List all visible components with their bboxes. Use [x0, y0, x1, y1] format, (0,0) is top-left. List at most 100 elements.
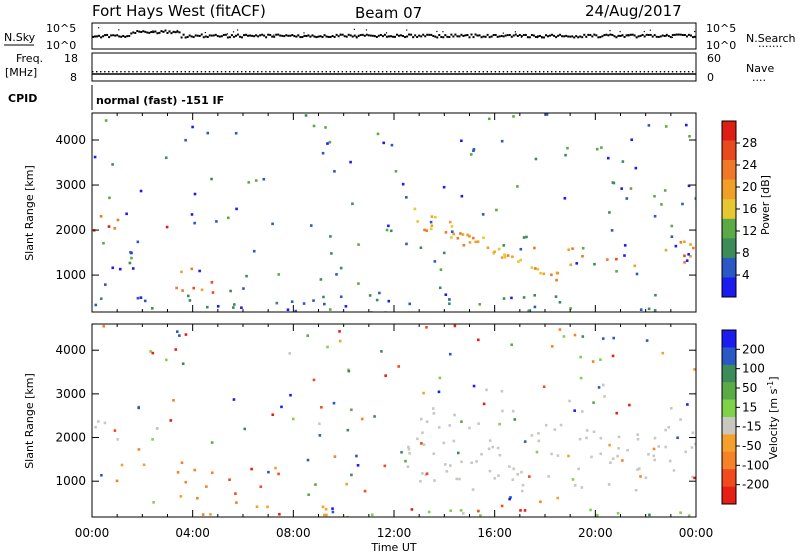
data-cell [174, 348, 178, 351]
nave-point [611, 71, 613, 73]
nsky-point [261, 33, 264, 36]
nave-point [305, 71, 307, 73]
nsky-point [208, 34, 211, 37]
nsky-point [128, 34, 131, 37]
nsky-point [567, 35, 570, 38]
nave-point [514, 71, 517, 73]
velocity-axes [91, 323, 697, 518]
nave-point [361, 71, 364, 73]
nave-point [192, 71, 195, 73]
data-cell [165, 358, 168, 362]
data-cell [422, 443, 426, 446]
nsky-point [180, 36, 183, 39]
nsky-point [369, 34, 372, 37]
data-cell [458, 477, 461, 481]
nave-point [555, 71, 557, 73]
data-cell [475, 460, 478, 463]
nave-point [474, 71, 476, 73]
data-cell [670, 224, 674, 228]
data-cell [193, 221, 196, 225]
nsky-point [430, 33, 433, 36]
nave-point [245, 71, 247, 73]
data-cell [597, 386, 601, 389]
data-cell [349, 160, 352, 164]
nsky-point [532, 34, 535, 37]
data-cell [429, 227, 433, 231]
nave-point [538, 71, 541, 73]
data-cell [461, 233, 465, 236]
data-cell [181, 289, 184, 292]
nsky-point [347, 33, 350, 36]
data-cell [254, 179, 258, 182]
data-cell [448, 424, 452, 427]
nsky-point [438, 33, 441, 36]
data-cell [99, 215, 103, 218]
nsky-point [325, 35, 328, 38]
data-cell [527, 309, 530, 312]
nsky-point [685, 35, 688, 38]
data-cell [288, 352, 292, 355]
nave-point [551, 71, 553, 73]
data-cell [519, 509, 522, 512]
data-cell [471, 488, 475, 491]
nsky-point [478, 34, 481, 37]
nave-point [563, 71, 565, 73]
data-cell [333, 170, 336, 173]
data-cell [373, 415, 376, 418]
data-cell [487, 447, 491, 451]
nsky-point [283, 35, 286, 38]
y-tick-label: 2000 [55, 223, 86, 237]
data-cell [460, 460, 463, 464]
nave-point [108, 71, 110, 73]
nsky-point [476, 34, 479, 37]
nsky-point [305, 35, 308, 38]
data-cell [370, 513, 374, 517]
data-cell [508, 497, 511, 501]
data-cell [184, 138, 187, 142]
x-tick-label: 00:00 [679, 526, 714, 540]
data-cell [610, 229, 614, 232]
data-cell [550, 345, 554, 348]
data-cell [383, 464, 387, 468]
colorbar-tick-label: 20 [742, 180, 757, 194]
data-cell [93, 155, 97, 159]
data-cell [639, 475, 642, 478]
nsky-point [313, 35, 316, 38]
nsky-point [176, 30, 179, 33]
nsky-point [166, 31, 169, 34]
data-cell [294, 309, 298, 312]
nsky-point [245, 33, 248, 36]
nsky-point [689, 34, 692, 37]
nsky-point [422, 33, 425, 36]
nsky-point [301, 36, 304, 39]
nsky-point [132, 31, 135, 34]
data-cell [151, 351, 155, 355]
nsky-point [172, 30, 175, 33]
nsky-point [265, 36, 268, 39]
nsearch-point [627, 34, 629, 36]
data-cell [585, 429, 589, 432]
nave-point [466, 71, 468, 73]
data-cell [205, 485, 208, 488]
data-cell [406, 465, 410, 468]
nsky-point [647, 33, 650, 36]
data-cell [255, 505, 259, 509]
data-cell [234, 492, 237, 495]
nave-point [450, 71, 452, 73]
colorbar-tick-label: 12 [742, 224, 757, 238]
data-cell [266, 505, 269, 509]
data-cell [615, 270, 618, 273]
nsky-point [679, 33, 682, 36]
nave-point [534, 71, 537, 73]
data-cell [520, 470, 523, 474]
data-cell [687, 253, 690, 256]
data-cell [606, 156, 610, 160]
data-cell [652, 454, 655, 458]
nsky-point [381, 35, 384, 38]
data-cell [647, 124, 651, 127]
nsky-point [621, 34, 624, 37]
data-cell [477, 509, 480, 513]
nave-point [112, 71, 114, 73]
nave-legend-dots: ···· [752, 74, 766, 87]
nave-point [639, 71, 642, 73]
